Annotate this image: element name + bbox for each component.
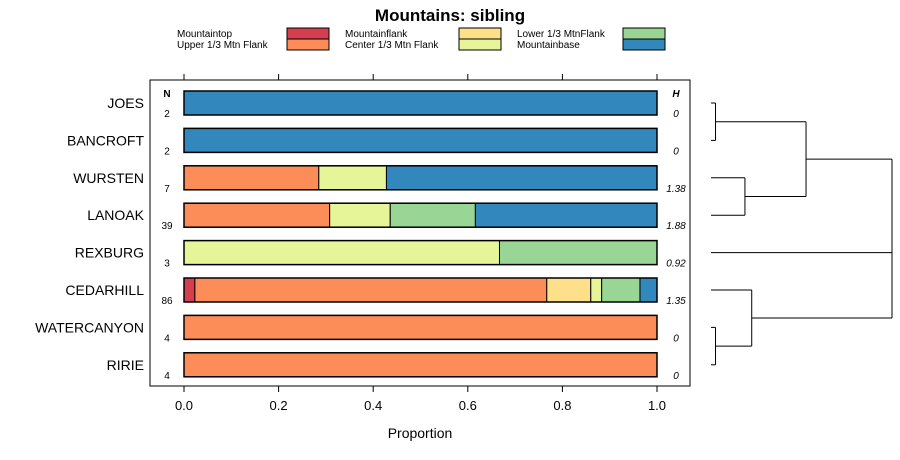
n-value: 39 [161,221,173,232]
bar-outline [183,202,658,228]
bar-segment-5 [639,277,658,303]
h-value: 1.38 [666,184,686,195]
legend-label-1: Upper 1/3 Mtn Flank [177,40,269,51]
bar-segment-5 [183,90,658,116]
bar-outline [183,314,658,341]
x-tick-label: 1.0 [648,398,666,413]
h-value: 0 [673,109,679,120]
bar-segment-5 [385,165,658,191]
chart-title: Mountains: sibling [375,6,525,25]
row-wursten: WURSTEN 7 1.38 [73,165,686,195]
legend-label-2: Mountainflank [345,29,408,40]
n-value: 3 [164,259,170,270]
row-label: JOES [107,95,144,111]
bar-segment-4 [389,202,476,228]
h-value: 1.35 [666,296,686,307]
h-value: 0 [673,333,679,344]
h-header: H [672,89,680,100]
row-joes: JOES 2 0 [107,90,679,120]
h-value: 0 [673,146,679,157]
h-value: 0.92 [666,259,686,270]
row-label: LANOAK [87,207,144,223]
x-tick-label: 0.4 [364,398,382,413]
bar-segment-3 [318,165,387,191]
n-value: 86 [161,296,173,307]
x-tick-label: 0.8 [553,398,571,413]
bar-segment-1 [183,165,320,191]
row-cedarhill: CEDARHILL 86 1.35 [65,277,686,307]
n-value: 2 [164,146,170,157]
dendrogram [711,102,893,366]
bar-segment-2 [546,277,592,303]
h-value: 1.88 [666,221,686,232]
bar-outline [183,127,658,154]
row-label: RIRIE [107,357,144,373]
bar-segment-3 [590,277,603,303]
x-tick-label: 0.0 [175,398,193,413]
bar-outline [183,90,658,116]
row-label: WURSTEN [73,170,144,186]
row-bancroft: BANCROFT 2 0 [67,127,679,157]
bar-segment-3 [329,202,391,228]
n-header: N [163,89,170,100]
legend-label-4: Lower 1/3 MtnFlank [517,29,606,40]
bar-outline [183,165,658,191]
legend-label-3: Center 1/3 Mtn Flank [345,40,439,51]
legend-swatch-1 [286,38,330,51]
bar-segment-1 [183,352,658,378]
row-ririe: RIRIE 4 0 [107,352,679,382]
bar-segment-1 [183,202,331,228]
bar-outline [183,239,658,266]
x-axis-title: Proportion [388,425,453,441]
legend-label-5: Mountainbase [517,40,580,51]
bar-segment-5 [474,202,658,228]
row-rexburg: REXBURG 3 0.92 [75,239,686,270]
bar-segment-4 [601,277,641,303]
legend-swatch-3 [458,38,502,51]
legend-swatch-0 [286,27,330,40]
n-value: 7 [164,184,170,195]
bar-outline [183,352,658,378]
rows: JOES 2 0 BANCROFT 2 0 WURSTEN 7 1.38 LANOAK 39 1.88… [35,90,686,382]
h-value: 0 [673,371,679,382]
row-lanoak: LANOAK 39 1.88 [87,202,686,232]
row-label: WATERCANYON [35,319,144,335]
x-axis: 0.0 0.2 0.4 0.6 0.8 1.0 [175,74,666,413]
bar-segment-3 [183,240,500,266]
legend-swatch-2 [458,27,502,40]
legend-swatch-5 [622,38,666,51]
bar-segment-1 [183,314,658,340]
bar-segment-4 [498,240,658,266]
row-label: CEDARHILL [65,282,144,298]
legend-label-0: Mountaintop [177,29,232,40]
n-value: 4 [164,333,170,344]
bar-outline [183,277,658,303]
x-tick-label: 0.6 [459,398,477,413]
bar-segment-0 [183,277,196,303]
legend-swatch-4 [622,27,666,40]
row-label: REXBURG [75,245,144,261]
x-tick-label: 0.2 [270,398,288,413]
row-watercanyon: WATERCANYON 4 0 [35,314,679,344]
bar-segment-1 [194,277,548,303]
plot-frame [149,79,691,387]
bar-segment-5 [183,127,658,153]
n-value: 2 [164,109,170,120]
row-label: BANCROFT [67,132,144,148]
n-value: 4 [164,371,170,382]
